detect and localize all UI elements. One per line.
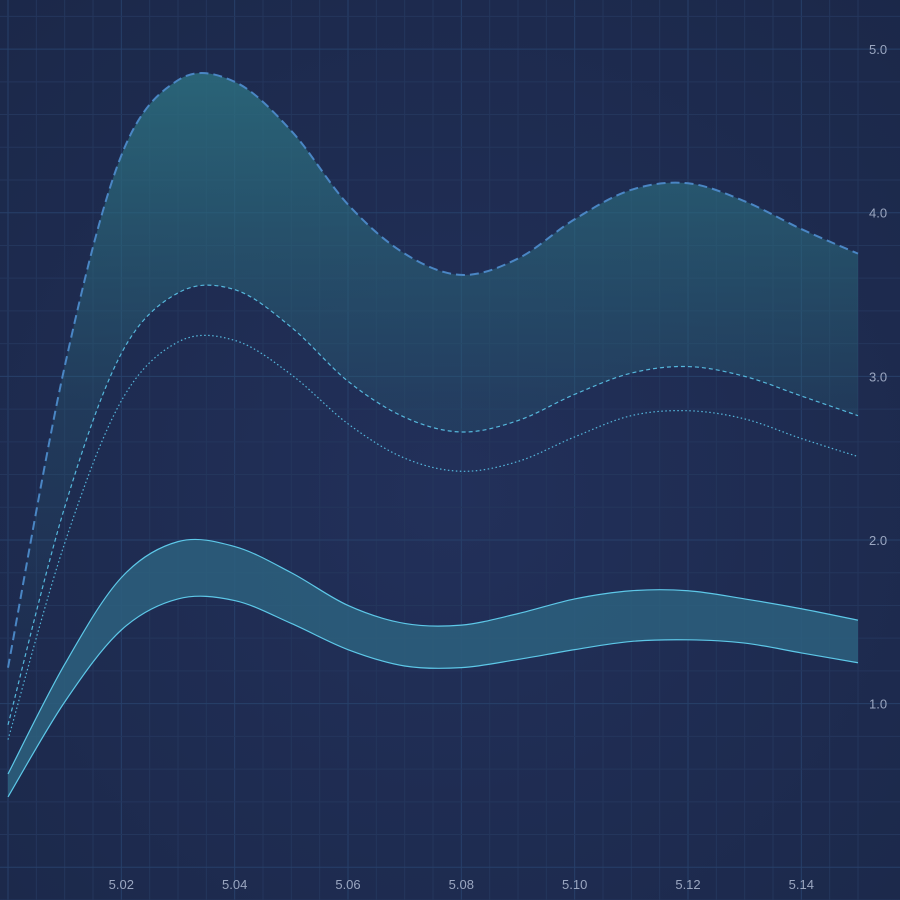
x-tick-label: 5.08 xyxy=(449,877,474,892)
y-tick-label: 2.0 xyxy=(869,533,887,548)
x-tick-label: 5.14 xyxy=(789,877,814,892)
y-tick-label: 5.0 xyxy=(869,42,887,57)
series-lines xyxy=(7,72,859,798)
x-axis: 5.02 5.04 5.06 5.08 5.10 5.12 5.14 xyxy=(109,877,814,892)
series-line-lower-inner xyxy=(7,334,859,740)
x-tick-label: 5.04 xyxy=(222,877,247,892)
x-tick-label: 5.12 xyxy=(675,877,700,892)
envelope-fill-area xyxy=(8,73,858,725)
x-tick-label: 5.10 xyxy=(562,877,587,892)
y-tick-label: 4.0 xyxy=(869,206,887,221)
x-tick-label: 5.02 xyxy=(109,877,134,892)
y-tick-label: 3.0 xyxy=(869,369,887,384)
x-tick-label: 5.06 xyxy=(335,877,360,892)
y-tick-label: 1.0 xyxy=(869,697,887,712)
series-line-band-upper xyxy=(7,538,859,775)
series-line-upper-inner xyxy=(7,284,859,726)
y-axis: 1.0 2.0 3.0 4.0 5.0 xyxy=(869,42,887,712)
series-line-upper-envelope xyxy=(7,72,859,668)
series-line-band-lower xyxy=(7,595,859,798)
